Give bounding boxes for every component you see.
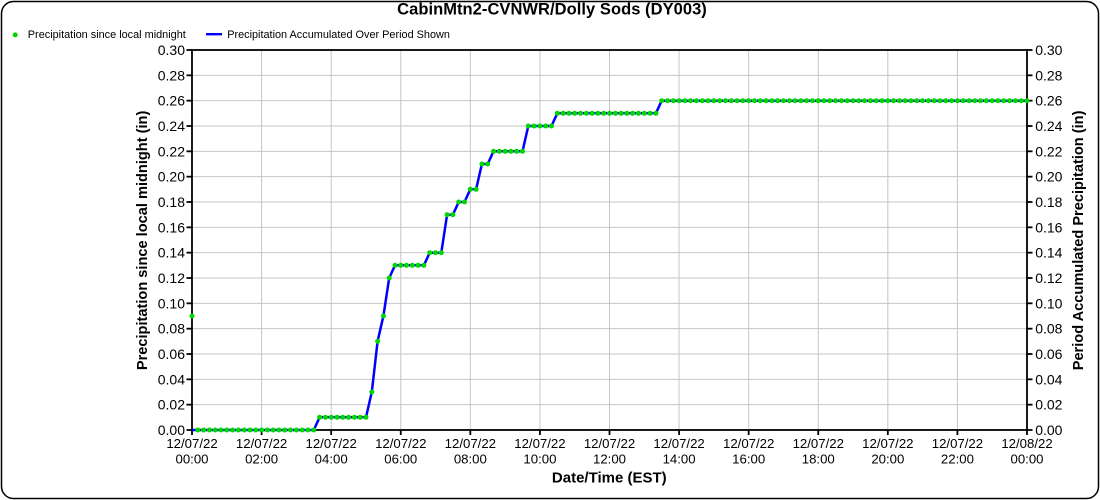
svg-text:0.12: 0.12 bbox=[1035, 270, 1062, 286]
svg-text:06:00: 06:00 bbox=[384, 451, 417, 466]
svg-text:0.18: 0.18 bbox=[158, 194, 185, 210]
svg-text:12/07/22: 12/07/22 bbox=[445, 436, 496, 451]
svg-text:12/07/22: 12/07/22 bbox=[514, 436, 565, 451]
svg-text:0.24: 0.24 bbox=[1035, 118, 1062, 134]
svg-text:Precipitation since local midn: Precipitation since local midnight bbox=[28, 29, 186, 41]
svg-text:12/07/22: 12/07/22 bbox=[793, 436, 844, 451]
svg-text:0.24: 0.24 bbox=[158, 118, 185, 134]
svg-text:00:00: 00:00 bbox=[1010, 451, 1043, 466]
svg-text:Period Accumulated Precipitati: Period Accumulated Precipitation (in) bbox=[1071, 110, 1087, 370]
svg-text:12/07/22: 12/07/22 bbox=[723, 436, 774, 451]
svg-text:0.12: 0.12 bbox=[158, 270, 185, 286]
svg-text:0.06: 0.06 bbox=[1035, 346, 1062, 362]
svg-text:12/08/22: 12/08/22 bbox=[1001, 436, 1052, 451]
svg-text:16:00: 16:00 bbox=[732, 451, 765, 466]
svg-text:12/07/22: 12/07/22 bbox=[862, 436, 913, 451]
svg-text:0.04: 0.04 bbox=[1035, 371, 1062, 387]
svg-text:0.30: 0.30 bbox=[1035, 42, 1062, 58]
svg-text:12/07/22: 12/07/22 bbox=[653, 436, 704, 451]
svg-text:00:00: 00:00 bbox=[175, 451, 208, 466]
svg-text:12/07/22: 12/07/22 bbox=[166, 436, 217, 451]
svg-text:0.26: 0.26 bbox=[1035, 93, 1062, 109]
svg-text:0.28: 0.28 bbox=[158, 67, 185, 83]
svg-text:0.22: 0.22 bbox=[158, 143, 185, 159]
svg-text:04:00: 04:00 bbox=[315, 451, 348, 466]
svg-text:18:00: 18:00 bbox=[802, 451, 835, 466]
svg-text:0.10: 0.10 bbox=[1035, 295, 1062, 311]
svg-text:0.00: 0.00 bbox=[158, 422, 185, 438]
svg-text:0.02: 0.02 bbox=[1035, 397, 1062, 413]
svg-text:14:00: 14:00 bbox=[663, 451, 696, 466]
svg-text:0.18: 0.18 bbox=[1035, 194, 1062, 210]
svg-text:Precipitation Accumulated Over: Precipitation Accumulated Over Period Sh… bbox=[227, 29, 450, 41]
svg-text:12/07/22: 12/07/22 bbox=[932, 436, 983, 451]
svg-text:Precipitation since local midn: Precipitation since local midnight (in) bbox=[135, 111, 151, 371]
svg-text:0.00: 0.00 bbox=[1035, 422, 1062, 438]
svg-text:0.06: 0.06 bbox=[158, 346, 185, 362]
svg-text:0.08: 0.08 bbox=[158, 321, 185, 337]
svg-text:12/07/22: 12/07/22 bbox=[236, 436, 287, 451]
svg-text:0.26: 0.26 bbox=[158, 93, 185, 109]
svg-text:12/07/22: 12/07/22 bbox=[584, 436, 635, 451]
svg-text:0.10: 0.10 bbox=[158, 295, 185, 311]
svg-text:10:00: 10:00 bbox=[523, 451, 556, 466]
svg-text:0.04: 0.04 bbox=[158, 371, 185, 387]
svg-text:0.08: 0.08 bbox=[1035, 321, 1062, 337]
svg-text:22:00: 22:00 bbox=[941, 451, 974, 466]
svg-text:12:00: 12:00 bbox=[593, 451, 626, 466]
svg-text:0.16: 0.16 bbox=[158, 219, 185, 235]
svg-text:20:00: 20:00 bbox=[871, 451, 904, 466]
svg-text:0.14: 0.14 bbox=[158, 245, 185, 261]
svg-text:0.22: 0.22 bbox=[1035, 143, 1062, 159]
svg-text:0.20: 0.20 bbox=[158, 169, 185, 185]
svg-text:12/07/22: 12/07/22 bbox=[305, 436, 356, 451]
svg-text:CabinMtn2-CVNWR/Dolly Sods (DY: CabinMtn2-CVNWR/Dolly Sods (DY003) bbox=[397, 1, 707, 19]
svg-text:0.20: 0.20 bbox=[1035, 169, 1062, 185]
svg-text:08:00: 08:00 bbox=[454, 451, 487, 466]
svg-text:0.14: 0.14 bbox=[1035, 245, 1062, 261]
svg-text:02:00: 02:00 bbox=[245, 451, 278, 466]
svg-text:12/07/22: 12/07/22 bbox=[375, 436, 426, 451]
svg-text:Date/Time (EST): Date/Time (EST) bbox=[552, 470, 667, 487]
svg-text:0.02: 0.02 bbox=[158, 397, 185, 413]
svg-text:0.30: 0.30 bbox=[158, 42, 185, 58]
svg-text:0.16: 0.16 bbox=[1035, 219, 1062, 235]
svg-text:0.28: 0.28 bbox=[1035, 67, 1062, 83]
